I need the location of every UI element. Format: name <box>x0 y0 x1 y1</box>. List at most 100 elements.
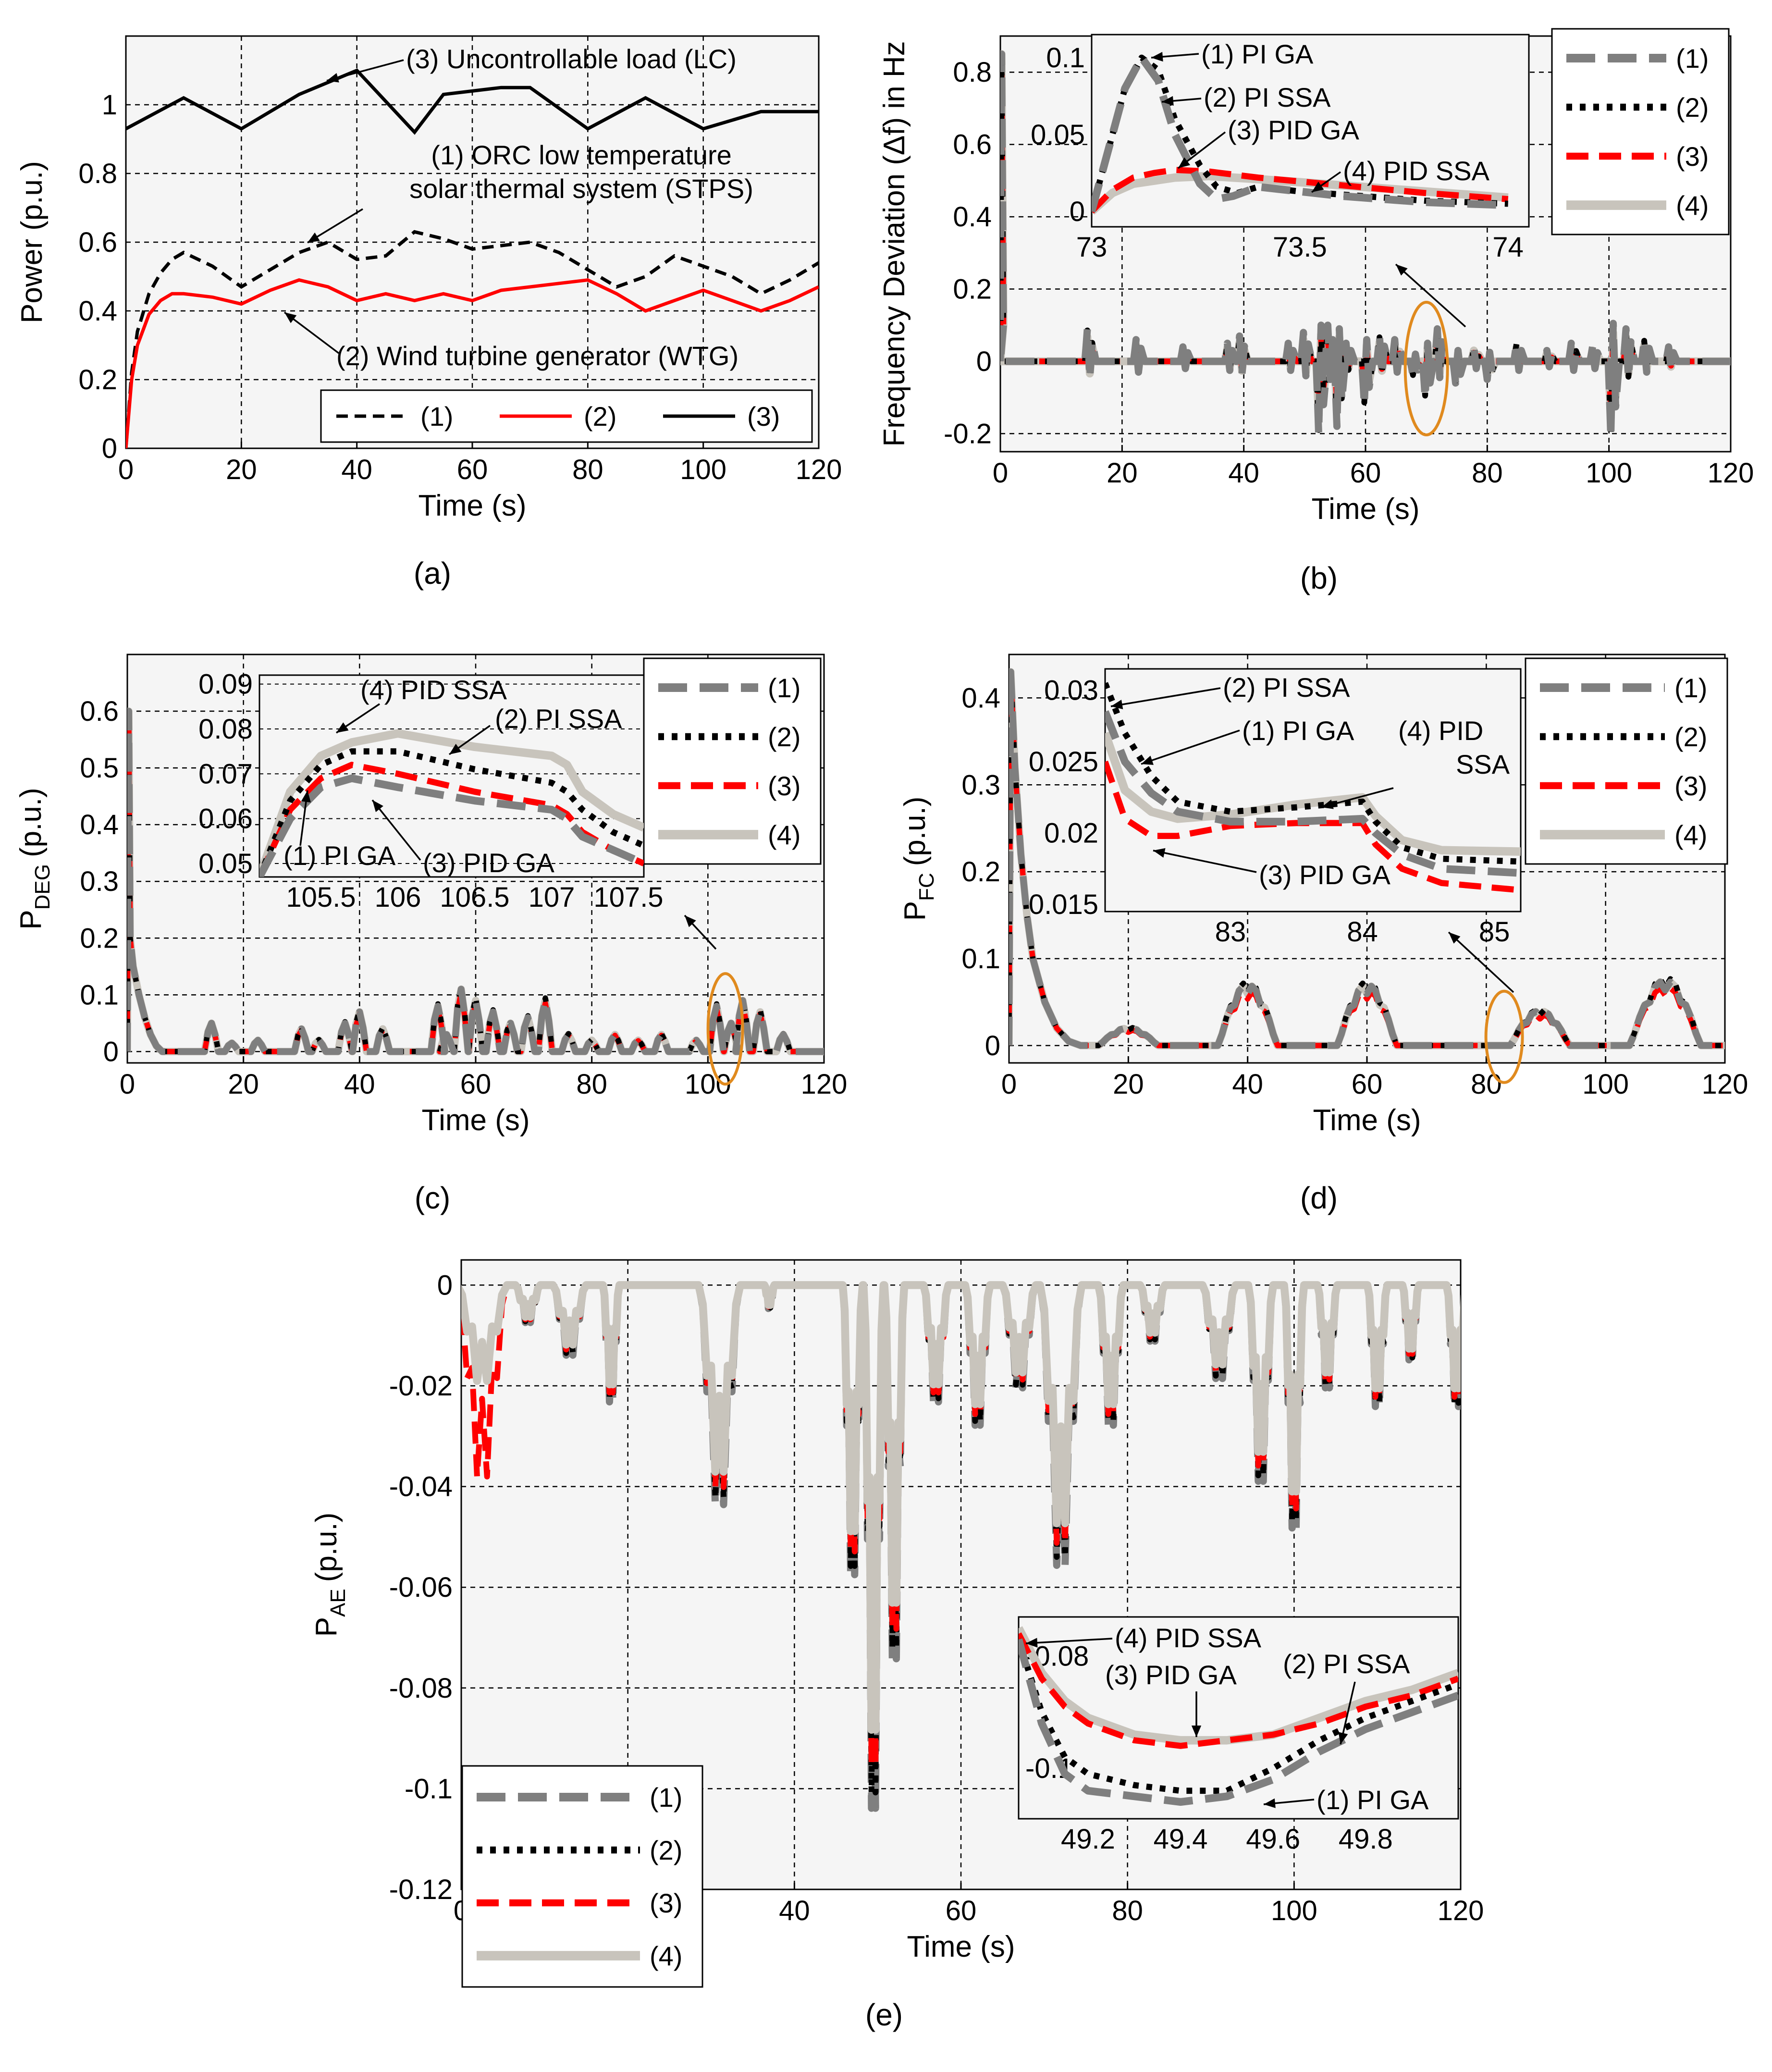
series-group <box>461 1281 1461 1812</box>
arrowhead <box>336 722 349 733</box>
x-tick-label: 20 <box>1107 457 1138 489</box>
arrowhead <box>1191 1726 1202 1737</box>
inset-series-group <box>1105 682 1521 893</box>
legend-label: (1) <box>420 401 453 432</box>
y-tick-label: -0.02 <box>389 1370 453 1402</box>
x-tick-label: 100 <box>1271 1895 1317 1926</box>
y-tick-label: 0.3 <box>961 769 1000 801</box>
annotation-stps-1: (1) ORC low temperature <box>431 140 732 170</box>
annotation-arrow <box>1448 931 1514 993</box>
arrowhead <box>372 800 383 813</box>
arrowhead <box>1141 755 1154 765</box>
x-tick-label: 120 <box>796 454 842 485</box>
legend-label: (1) <box>1676 43 1709 74</box>
inset: 0.05 0.06 0.07 0.08 0.09 105.5 106 106.5 107 107.… <box>198 669 663 913</box>
series-s1-line <box>127 708 824 1055</box>
y-tick-label: 0.2 <box>961 856 1000 888</box>
x-tick-label: 40 <box>779 1895 810 1926</box>
arrowhead <box>308 232 320 243</box>
zoom-circle <box>706 972 744 1086</box>
y-tick-label: 0 <box>985 1030 1000 1061</box>
annotation-stps-2: solar thermal system (STPS) <box>409 173 753 204</box>
inset: -0.08-0.149.2 49.4 49.6 49.8 <box>1018 1616 1459 1855</box>
arrowhead <box>1151 51 1163 62</box>
y-tick-label: -0.08 <box>389 1673 453 1704</box>
x-tick-label: 60 <box>1350 457 1381 489</box>
legend-label: (4) <box>1676 190 1709 221</box>
panel-caption: (a) <box>414 556 451 591</box>
annotation-arrow <box>1025 1638 1113 1644</box>
y-axis-label-rest: (p.u.) <box>898 797 932 866</box>
series-group <box>126 68 819 448</box>
arrowhead <box>1321 800 1334 809</box>
x-tick-label: 60 <box>946 1895 977 1926</box>
arrowhead <box>284 312 297 323</box>
x-tick-label: 120 <box>1708 457 1754 489</box>
legend: (1) (2) (3) <box>320 389 813 443</box>
x-tick-label: 20 <box>226 454 257 485</box>
inset-annotation: (2) PI SSA <box>1204 82 1331 112</box>
annotation-arrow <box>371 799 421 861</box>
x-tick-label: 40 <box>344 1069 375 1100</box>
legend-label: (3) <box>1676 141 1709 172</box>
y-axis-label-rest: (p.u.) <box>310 1513 343 1582</box>
inset-series-4-line <box>259 729 644 877</box>
y-tick-label: 0.8 <box>953 57 992 88</box>
inset-annotation: (1) PI GA <box>1201 39 1314 69</box>
x-axis-label: Time (s) <box>907 1930 1015 1963</box>
arrowhead <box>1396 264 1408 276</box>
x-tick-label: 40 <box>341 454 372 485</box>
inset-x-tick-label: 49.4 <box>1154 1824 1208 1855</box>
inset-y-tick-label: 0.06 <box>198 803 253 835</box>
x-tick-label: 120 <box>1438 1895 1484 1926</box>
y-tick-label: 0.1 <box>961 943 1000 974</box>
arrowhead <box>1178 157 1191 168</box>
inset-series-3-line <box>1105 761 1521 893</box>
y-axis-label-main: P <box>14 910 48 929</box>
y-axis-label-rest: (p.u.) <box>14 788 48 857</box>
series-3-line <box>126 68 819 135</box>
inset-x-tick-label: 105.5 <box>286 882 356 913</box>
inset-series-2-line <box>1092 54 1508 212</box>
legend-box <box>643 657 822 865</box>
inset-annotation: (2) PI SSA <box>1283 1649 1410 1679</box>
arrowhead <box>1111 700 1123 710</box>
annotation-lc: (3) Uncontrollable load (LC) <box>406 44 737 74</box>
legend-label: (4) <box>1674 820 1707 850</box>
x-tick-label: 80 <box>1112 1895 1143 1926</box>
y-tick-label: 0 <box>976 346 992 377</box>
series-s2-line <box>1009 669 1725 1048</box>
legend: (1) (2) (3) (4) <box>1525 657 1728 865</box>
x-tick-label: 0 <box>118 454 134 485</box>
annotation-wtg: (2) Wind turbine generator (WTG) <box>336 341 738 371</box>
y-tick-label: 0 <box>437 1270 453 1301</box>
y-axis-label: PDEG (p.u.) <box>14 788 54 929</box>
legend-label: (2) <box>768 722 800 752</box>
y-tick-label: 0.4 <box>953 201 992 233</box>
inset-series-3-line <box>1092 167 1509 214</box>
inset-series-2-line <box>1019 1638 1458 1794</box>
legend-label: (2) <box>650 1835 682 1865</box>
legend-label: (2) <box>1676 92 1709 123</box>
y-tick-label: 0.6 <box>953 129 992 160</box>
inset-annotation: (1) PI GA <box>283 840 396 871</box>
y-axis-label-sub: DEG <box>31 864 54 910</box>
y-axis-label-main: P <box>310 1617 343 1637</box>
series-group <box>1009 668 1725 1049</box>
inset-area <box>258 674 645 878</box>
x-tick-label: 100 <box>680 454 726 485</box>
inset-x-tick-label: 84 <box>1347 916 1378 948</box>
inset-series-2-line <box>259 748 644 877</box>
inset-x-tick-label: 107 <box>529 882 575 913</box>
inset-x-tick-label: 83 <box>1215 916 1246 948</box>
legend-label: (3) <box>1674 771 1707 801</box>
inset-y-tick-label: 0.1 <box>1046 42 1085 74</box>
y-axis-label: Frequency Deviation (Δf) in Hz <box>878 41 911 446</box>
inset-y-tick-label: 0.05 <box>198 848 253 879</box>
y-tick-label: 0 <box>103 1036 119 1067</box>
series-group <box>127 707 824 1056</box>
legend-label: (4) <box>650 1941 682 1971</box>
inset-x-tick-label: 85 <box>1479 916 1510 948</box>
annotation-arrow <box>1395 263 1466 328</box>
